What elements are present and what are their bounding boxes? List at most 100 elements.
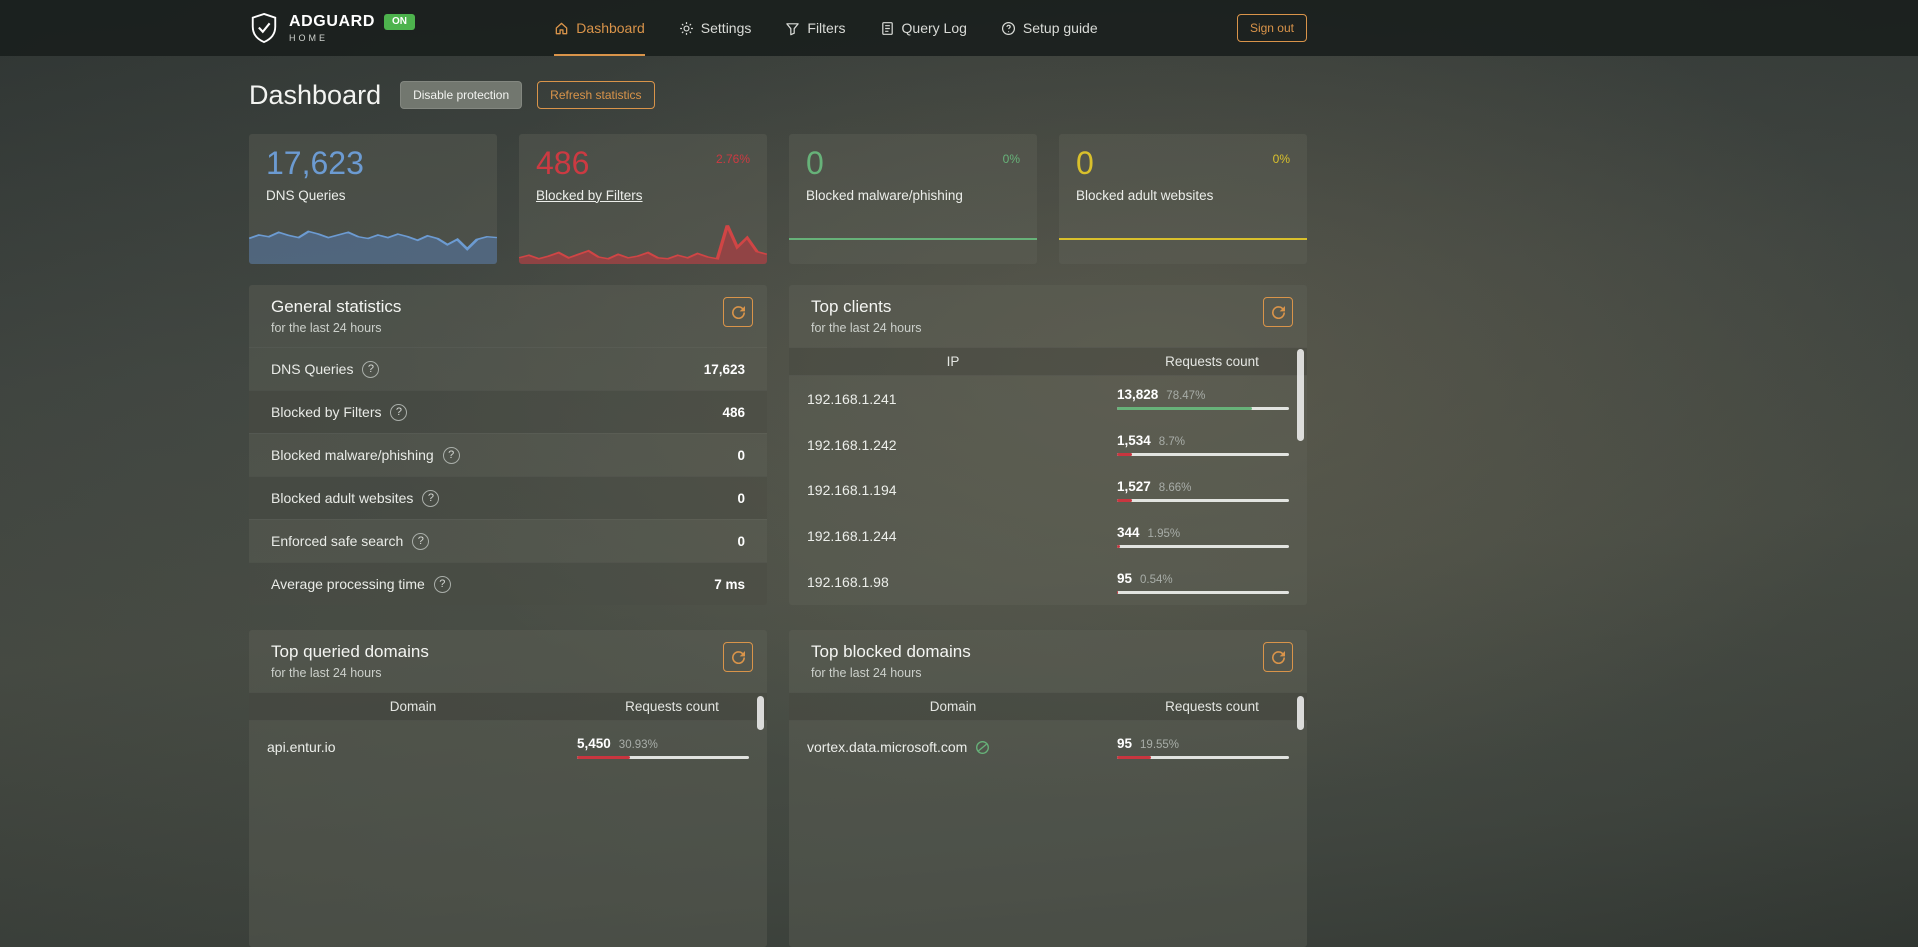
- refresh-icon: [731, 650, 745, 664]
- column-header-requests-count: Requests count: [625, 699, 719, 714]
- table-row: api.entur.io 5,450 30.93%: [249, 721, 767, 773]
- help-icon[interactable]: ?: [433, 575, 451, 593]
- nav-label: Settings: [700, 20, 752, 36]
- scrollbar-thumb[interactable]: [757, 696, 764, 730]
- column-header-domain: Domain: [389, 699, 437, 714]
- panel-title: Top queried domains: [271, 642, 429, 661]
- stat-cards-row: 17,623 DNS Queries 486 2.76% Blocked by …: [249, 134, 1307, 264]
- stat-label: Blocked malware/phishing: [806, 187, 963, 203]
- panel-subtitle: for the last 24 hours: [811, 321, 922, 335]
- stat-row-label: Blocked malware/phishing: [271, 447, 434, 463]
- scrollbar-thumb[interactable]: [1297, 696, 1304, 730]
- table-row: 192.168.1.241 13,828 78.47%: [789, 376, 1307, 422]
- dns-queries-sparkline: [249, 230, 497, 264]
- client-ip[interactable]: 192.168.1.242: [807, 436, 897, 453]
- protection-on-badge: ON: [383, 13, 415, 30]
- refresh-icon: [1271, 305, 1285, 319]
- table-header: Domain Requests count: [249, 692, 767, 721]
- request-percent: 19.55%: [1140, 738, 1180, 751]
- stat-row-value: 0: [737, 447, 745, 463]
- client-ip[interactable]: 192.168.1.241: [807, 390, 897, 407]
- help-icon[interactable]: ?: [442, 446, 460, 464]
- stat-percent: 2.76%: [715, 152, 750, 166]
- top-navbar: ADGUARD ON HOME Dashboard Settings Filte…: [0, 0, 1918, 56]
- sign-out-button[interactable]: Sign out: [1236, 13, 1307, 43]
- top-queried-domains-panel: Top queried domains for the last 24 hour…: [249, 630, 767, 947]
- zero-chart-line: [789, 238, 1037, 240]
- refresh-general-statistics-button[interactable]: [723, 297, 753, 327]
- panel-subtitle: for the last 24 hours: [811, 666, 922, 680]
- request-count: 344: [1117, 524, 1140, 540]
- disable-protection-button[interactable]: Disable protection: [400, 80, 523, 110]
- table-row: DNS Queries? 17,623: [249, 347, 767, 390]
- client-ip[interactable]: 192.168.1.244: [807, 528, 897, 545]
- refresh-statistics-button[interactable]: Refresh statistics: [537, 80, 655, 110]
- stat-row-label: Blocked by Filters: [271, 404, 382, 420]
- navbar-right: Sign out: [1236, 0, 1307, 56]
- requests-count-cell: 5,450 30.93%: [577, 736, 749, 759]
- request-percent: 78.47%: [1166, 390, 1206, 403]
- brand[interactable]: ADGUARD ON HOME: [249, 0, 415, 56]
- stat-label: DNS Queries: [266, 187, 346, 203]
- client-ip[interactable]: 192.168.1.98: [807, 574, 889, 591]
- help-icon[interactable]: ?: [412, 532, 430, 550]
- progress-bar: [1117, 453, 1289, 457]
- unblock-whitelist-icon[interactable]: [975, 740, 990, 755]
- stat-percent: 0%: [1272, 152, 1290, 166]
- nav-setup-guide[interactable]: Setup guide: [1001, 0, 1098, 56]
- refresh-top-blocked-button[interactable]: [1263, 642, 1293, 672]
- nav-query-log[interactable]: Query Log: [880, 0, 967, 56]
- filter-funnel-icon: [785, 21, 800, 36]
- main-nav: Dashboard Settings Filters Query Log Set…: [415, 0, 1237, 56]
- page-title: Dashboard: [249, 79, 382, 110]
- progress-bar: [1117, 755, 1289, 759]
- help-icon[interactable]: ?: [390, 403, 408, 421]
- help-icon[interactable]: ?: [362, 360, 380, 378]
- client-ip[interactable]: 192.168.1.194: [807, 482, 897, 499]
- refresh-top-queried-button[interactable]: [723, 642, 753, 672]
- panel-title: General statistics: [271, 297, 402, 316]
- top-clients-rows: 192.168.1.241 13,828 78.47% 192.168.1.242…: [789, 376, 1307, 605]
- scrollbar-thumb[interactable]: [1297, 349, 1304, 441]
- request-count: 5,450: [577, 735, 611, 751]
- gear-icon: [679, 21, 694, 36]
- panel-subtitle: for the last 24 hours: [271, 321, 382, 335]
- panel-titles: Top blocked domains for the last 24 hour…: [811, 642, 971, 680]
- column-header-requests-count: Requests count: [1165, 699, 1259, 714]
- stat-card-top: 17,623: [266, 146, 480, 181]
- brand-subtitle: HOME: [289, 32, 328, 43]
- requests-count-cell: 95 19.55%: [1117, 736, 1289, 759]
- nav-settings[interactable]: Settings: [679, 0, 752, 56]
- domain-name[interactable]: api.entur.io: [267, 739, 336, 755]
- navbar-inner: ADGUARD ON HOME Dashboard Settings Filte…: [249, 0, 1307, 56]
- dashboard-content: Dashboard Disable protection Refresh sta…: [249, 56, 1307, 947]
- request-count: 1,527: [1117, 478, 1151, 494]
- request-percent: 1.95%: [1147, 527, 1181, 540]
- blocked-filters-sparkline: [519, 225, 767, 264]
- panel-header: Top clients for the last 24 hours: [789, 285, 1307, 347]
- panel-titles: General statistics for the last 24 hours: [271, 297, 401, 335]
- stat-value: 0: [806, 145, 824, 181]
- help-icon[interactable]: ?: [422, 489, 440, 507]
- requests-count-cell: 95 0.54%: [1117, 571, 1289, 594]
- refresh-top-clients-button[interactable]: [1263, 297, 1293, 327]
- requests-count-cell: 344 1.95%: [1117, 525, 1289, 548]
- stat-card-blocked-adult: 0 0% Blocked adult websites: [1059, 134, 1307, 264]
- progress-bar: [1117, 407, 1289, 411]
- nav-label: Filters: [807, 20, 846, 36]
- progress-bar: [1117, 544, 1289, 548]
- column-header-domain: Domain: [929, 699, 977, 714]
- brand-text: ADGUARD ON HOME: [289, 13, 415, 43]
- nav-label: Query Log: [901, 20, 967, 36]
- domain-name[interactable]: vortex.data.microsoft.com: [807, 739, 968, 755]
- nav-dashboard[interactable]: Dashboard: [554, 0, 645, 56]
- page-header: Dashboard Disable protection Refresh sta…: [249, 78, 1307, 112]
- stat-row-label: Blocked adult websites: [271, 490, 414, 506]
- blocked-by-filters-link[interactable]: Blocked by Filters: [536, 187, 643, 203]
- nav-filters[interactable]: Filters: [785, 0, 846, 56]
- table-row: Blocked malware/phishing? 0: [249, 433, 767, 476]
- stat-card-blocked-by-filters: 486 2.76% Blocked by Filters: [519, 134, 767, 264]
- stat-row-value: 7 ms: [714, 576, 745, 592]
- table-row: Blocked adult websites? 0: [249, 476, 767, 519]
- column-header-ip: IP: [946, 354, 960, 369]
